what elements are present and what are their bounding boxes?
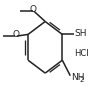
Text: SH: SH <box>74 29 86 38</box>
Text: 2: 2 <box>79 77 83 83</box>
Text: HCl: HCl <box>74 49 88 58</box>
Text: O: O <box>13 30 19 39</box>
Text: NH: NH <box>70 73 84 82</box>
Text: O: O <box>30 5 37 14</box>
